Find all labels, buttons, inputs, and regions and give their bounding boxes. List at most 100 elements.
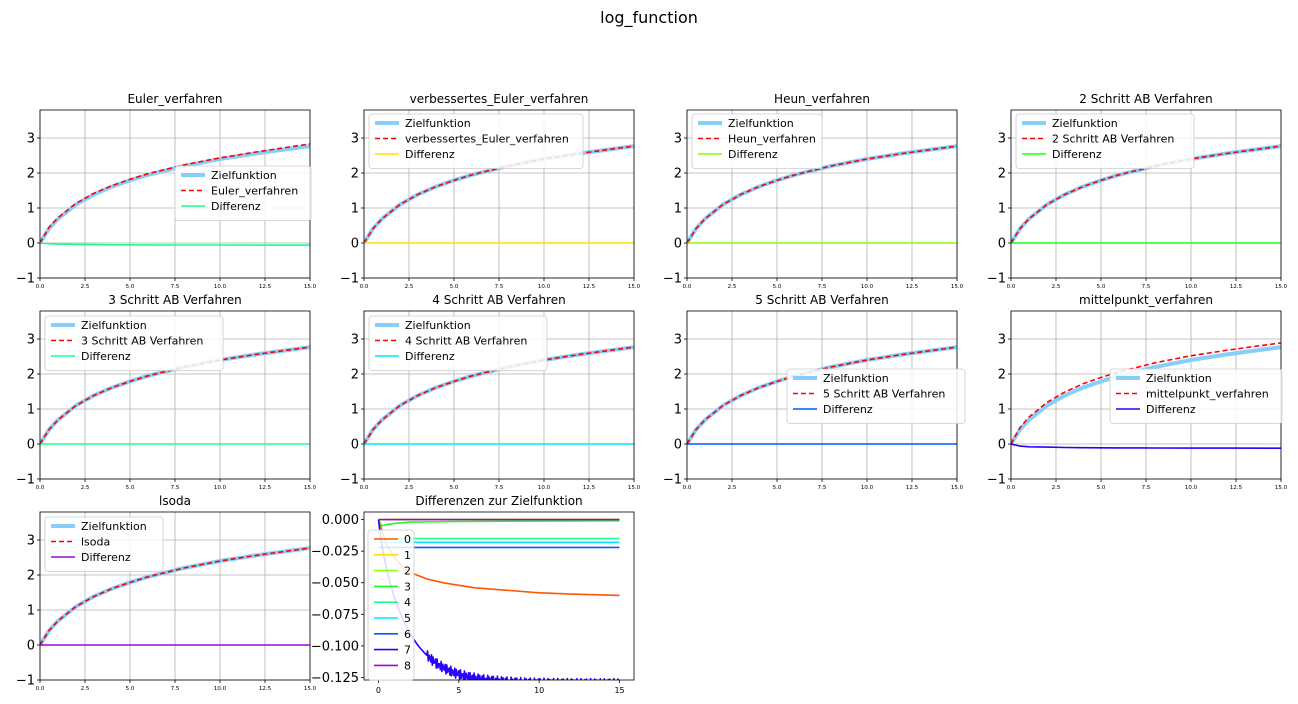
y-tick-label: 2 bbox=[674, 368, 682, 383]
legend-label: Zielfunktion bbox=[1052, 117, 1118, 130]
plot-lines bbox=[377, 518, 621, 680]
legend-label: Differenz bbox=[81, 350, 131, 363]
x-tick-label: 0.0 bbox=[36, 284, 45, 290]
legend-label: 6 bbox=[404, 628, 411, 641]
y-tick-label: 3 bbox=[27, 132, 35, 147]
x-tick-label: 5.0 bbox=[773, 284, 782, 290]
x-tick-label: 2.5 bbox=[405, 485, 414, 491]
y-tick-label: 0 bbox=[27, 438, 35, 453]
y-tick-label: 3 bbox=[27, 534, 35, 549]
y-tick-label: 1 bbox=[998, 403, 1006, 418]
x-tick-label: 10.0 bbox=[214, 686, 227, 692]
x-tick-label: 2.5 bbox=[1052, 485, 1061, 491]
legend-label: 4 bbox=[404, 596, 411, 609]
subplot-5: 0.0 2.5 5.0 7.5 10.0 12.5 15.0 −1 0 1 2 3 3 Schritt … bbox=[16, 293, 317, 491]
x-tick-label: 15.0 bbox=[304, 485, 317, 491]
legend-box bbox=[44, 516, 164, 572]
legend-label: 2 bbox=[404, 565, 411, 578]
subplot-6: 0.0 2.5 5.0 7.5 10.0 12.5 15.0 −1 0 1 2 3 4 Schritt … bbox=[340, 293, 641, 491]
legend-label: 8 bbox=[404, 659, 411, 672]
x-tick-label: 15.0 bbox=[951, 284, 964, 290]
y-tick-label: 2 bbox=[998, 368, 1006, 383]
x-tick-label: 12.5 bbox=[1230, 284, 1243, 290]
y-tick-label: 2 bbox=[351, 368, 359, 383]
legend-box bbox=[786, 368, 966, 424]
y-tick-label: 0 bbox=[998, 438, 1006, 453]
y-tick-label: −1 bbox=[16, 674, 35, 689]
x-tick-label: 7.5 bbox=[171, 485, 180, 491]
x-tick-label: 10.0 bbox=[214, 284, 227, 290]
x-tick-label: 0.0 bbox=[36, 485, 45, 491]
plot-lines bbox=[1011, 342, 1281, 450]
x-tick-label: 5.0 bbox=[773, 485, 782, 491]
y-tick-label: −1 bbox=[987, 272, 1006, 287]
legend-label: 4 Schritt AB Verfahren bbox=[405, 335, 527, 348]
legend-label: Differenz bbox=[81, 551, 131, 564]
subplot-title: mittelpunkt_verfahren bbox=[1079, 293, 1213, 307]
legend-box bbox=[1109, 368, 1283, 424]
legend-box bbox=[174, 165, 312, 221]
subplot-8: 0.0 2.5 5.0 7.5 10.0 12.5 15.0 −1 0 1 2 3 mittelpunk… bbox=[987, 293, 1288, 491]
x-tick-label: 10 bbox=[534, 686, 544, 695]
legend: Zielfunktion verbessertes_Euler_verfahren… bbox=[368, 113, 584, 169]
x-tick-label: 5.0 bbox=[1097, 485, 1106, 491]
y-tick-label: 1 bbox=[27, 202, 35, 217]
series-line-2 bbox=[1011, 342, 1281, 445]
legend-box bbox=[368, 315, 548, 371]
y-tick-label: −0.050 bbox=[311, 576, 359, 591]
x-tick-label: 0.0 bbox=[1007, 284, 1016, 290]
y-tick-label: −0.025 bbox=[311, 545, 359, 560]
legend-label: Differenz bbox=[405, 350, 455, 363]
plot-lines bbox=[687, 144, 957, 245]
x-tick-label: 2.5 bbox=[1052, 284, 1061, 290]
y-tick-label: −0.075 bbox=[311, 608, 359, 623]
legend-label: Heun_verfahren bbox=[728, 133, 816, 146]
series-line-2 bbox=[687, 145, 957, 244]
series-line-4 bbox=[377, 519, 620, 527]
y-tick-label: −1 bbox=[663, 473, 682, 488]
series-line-1 bbox=[1011, 345, 1281, 446]
legend-box bbox=[367, 529, 415, 681]
legend-label: 0 bbox=[404, 533, 411, 546]
legend: Zielfunktion Heun_verfahren Differenz bbox=[691, 113, 823, 169]
x-tick-label: 10.0 bbox=[1185, 284, 1198, 290]
x-tick-label: 5 bbox=[456, 686, 461, 695]
legend-label: Zielfunktion bbox=[405, 117, 471, 130]
y-tick-label: 2 bbox=[351, 167, 359, 182]
subplot-title: lsoda bbox=[159, 494, 191, 508]
y-tick-label: 1 bbox=[27, 403, 35, 418]
legend-label: Zielfunktion bbox=[81, 319, 147, 332]
y-tick-label: 0 bbox=[27, 639, 35, 654]
legend-box bbox=[44, 315, 224, 371]
subplot-4: 0.0 2.5 5.0 7.5 10.0 12.5 15.0 −1 0 1 2 3 2 Schritt … bbox=[987, 92, 1288, 290]
series-line-1 bbox=[377, 519, 620, 597]
legend: Zielfunktion 4 Schritt AB Verfahren Differ… bbox=[368, 315, 548, 371]
legend-label: Differenz bbox=[211, 200, 261, 213]
x-tick-label: 15.0 bbox=[951, 485, 964, 491]
x-tick-label: 2.5 bbox=[728, 485, 737, 491]
x-tick-label: 12.5 bbox=[259, 485, 272, 491]
x-tick-label: 5.0 bbox=[1097, 284, 1106, 290]
x-tick-label: 2.5 bbox=[81, 485, 90, 491]
y-tick-label: −1 bbox=[16, 473, 35, 488]
y-tick-label: 0 bbox=[351, 438, 359, 453]
series-line-3 bbox=[40, 242, 310, 246]
subplot-title: 2 Schritt AB Verfahren bbox=[1079, 92, 1212, 106]
x-tick-label: 0.0 bbox=[683, 284, 692, 290]
plot-lines bbox=[687, 345, 957, 446]
y-tick-label: 2 bbox=[27, 368, 35, 383]
x-tick-label: 10.0 bbox=[538, 284, 551, 290]
x-tick-label: 0.0 bbox=[1007, 485, 1016, 491]
legend-label: Zielfunktion bbox=[81, 520, 147, 533]
series-line-2 bbox=[1011, 145, 1281, 244]
legend-label: Differenz bbox=[1146, 403, 1196, 416]
x-tick-label: 10.0 bbox=[861, 485, 874, 491]
y-tick-label: 3 bbox=[998, 132, 1006, 147]
legend-label: Zielfunktion bbox=[728, 117, 794, 130]
legend-label: 3 Schritt AB Verfahren bbox=[81, 335, 203, 348]
subplot-title: 5 Schritt AB Verfahren bbox=[755, 293, 888, 307]
x-tick-label: 12.5 bbox=[259, 284, 272, 290]
legend-label: 5 Schritt AB Verfahren bbox=[823, 388, 945, 401]
